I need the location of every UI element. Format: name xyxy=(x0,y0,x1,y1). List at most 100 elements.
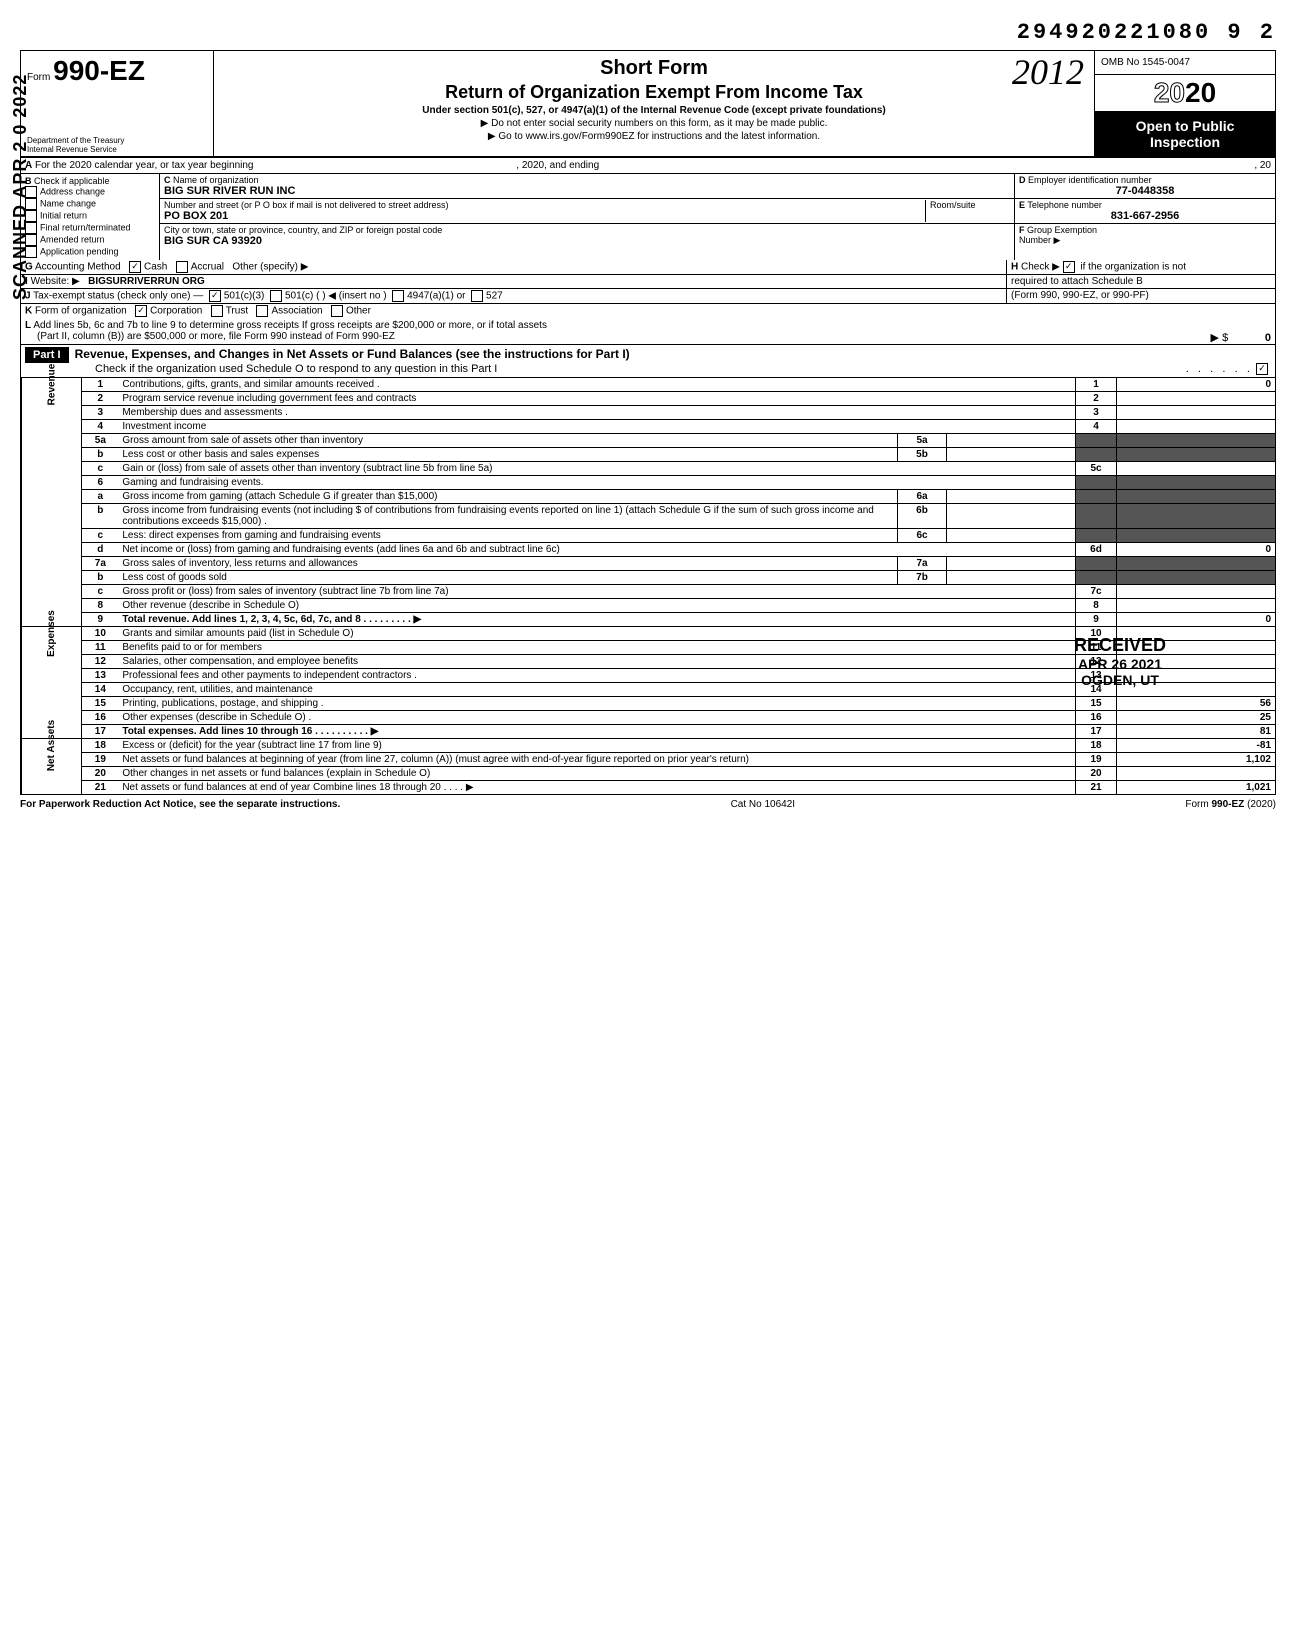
col-de: D Employer identification number 77-0448… xyxy=(1015,174,1275,260)
line-14: 14Occupancy, rent, utilities, and mainte… xyxy=(22,683,1276,697)
ssn-warning: ▶ Do not enter social security numbers o… xyxy=(218,118,1090,129)
line-7c: cGross profit or (loss) from sales of in… xyxy=(22,585,1276,599)
checkbox-501c3[interactable]: ✓ xyxy=(209,290,221,302)
line-6b: bGross income from fundraising events (n… xyxy=(22,504,1276,529)
other-label: Other (specify) ▶ xyxy=(232,262,308,273)
line-5c: cGain or (loss) from sale of assets othe… xyxy=(22,462,1276,476)
l-value: 0 xyxy=(1265,332,1271,344)
name-label: Name of organization xyxy=(173,175,259,185)
line-6c: cLess: direct expenses from gaming and f… xyxy=(22,529,1276,543)
h-text1: Check ▶ xyxy=(1021,262,1060,273)
label-l: L xyxy=(25,320,31,331)
room-label: Room/suite xyxy=(930,200,976,210)
assoc-label: Association xyxy=(271,306,322,317)
line-2: 2Program service revenue including gover… xyxy=(22,392,1276,406)
open-line2: Inspection xyxy=(1097,134,1273,150)
row-a: A For the 2020 calendar year, or tax yea… xyxy=(20,158,1276,174)
street-label: Number and street (or P O box if mail is… xyxy=(164,200,448,210)
footer-right-prefix: Form xyxy=(1185,799,1211,810)
col-c: C Name of organization BIG SUR RIVER RUN… xyxy=(160,174,1015,260)
line-17: 17Total expenses. Add lines 10 through 1… xyxy=(22,725,1276,739)
omb-number: OMB No 1545-0047 xyxy=(1095,51,1275,75)
info-grid: B Check if applicable Address change Nam… xyxy=(20,174,1276,260)
grp-number-label: Number ▶ xyxy=(1019,235,1060,245)
label-h: H xyxy=(1011,262,1018,273)
line-10: Expenses 10Grants and similar amounts pa… xyxy=(22,627,1276,641)
netassets-label: Net Assets xyxy=(46,720,57,771)
ein-label: Employer identification number xyxy=(1028,175,1152,185)
handwritten-year: 2012 xyxy=(1012,51,1084,93)
tel-value: 831-667-2956 xyxy=(1111,210,1180,222)
line-4: 4Investment income4 xyxy=(22,420,1276,434)
row-a-mid: , 2020, and ending xyxy=(516,160,599,171)
city-value: BIG SUR CA 93920 xyxy=(164,235,262,247)
label-d: D xyxy=(1019,175,1026,185)
year-bold: 20 xyxy=(1185,77,1216,108)
row-a-text: For the 2020 calendar year, or tax year … xyxy=(35,160,253,171)
line-11: 11Benefits paid to or for members11 xyxy=(22,641,1276,655)
checkbox-4947[interactable] xyxy=(392,290,404,302)
row-j: J Tax-exempt status (check only one) — ✓… xyxy=(20,289,1276,304)
checkbox-accrual[interactable] xyxy=(176,261,188,273)
checkbox-501c[interactable] xyxy=(270,290,282,302)
short-form-title: Short Form xyxy=(218,57,1090,80)
l-text1: Add lines 5b, 6c and 7b to line 9 to det… xyxy=(33,320,547,331)
final-label: Final return/terminated xyxy=(40,222,131,232)
name-change-label: Name change xyxy=(40,198,96,208)
form-header: Form 990-EZ Department of the Treasury I… xyxy=(20,50,1276,158)
checkbox-schedule-o[interactable]: ✓ xyxy=(1256,363,1268,375)
line-6a: aGross income from gaming (attach Schedu… xyxy=(22,490,1276,504)
line-6: 6Gaming and fundraising events. xyxy=(22,476,1276,490)
row-a-end: , 20 xyxy=(1254,160,1271,171)
4947-label: 4947(a)(1) or xyxy=(407,291,465,302)
row-g: G Accounting Method ✓Cash Accrual Other … xyxy=(20,260,1276,275)
l-arrow: ▶ $ xyxy=(1211,332,1229,344)
dln-number: 294920221080 9 2 xyxy=(20,20,1276,45)
line-20: 20Other changes in net assets or fund ba… xyxy=(22,767,1276,781)
line-21: 21Net assets or fund balances at end of … xyxy=(22,781,1276,795)
part-i-header: Part I Revenue, Expenses, and Changes in… xyxy=(20,345,1276,378)
col-b: B Check if applicable Address change Nam… xyxy=(21,174,160,260)
corp-label: Corporation xyxy=(150,306,202,317)
open-line1: Open to Public xyxy=(1097,118,1273,134)
checkbox-assoc[interactable] xyxy=(256,305,268,317)
revenue-label: Revenue xyxy=(46,364,57,406)
label-c: C xyxy=(164,175,171,185)
l-text2: (Part II, column (B)) are $500,000 or mo… xyxy=(37,331,395,342)
label-f: F xyxy=(1019,225,1025,235)
goto-link: ▶ Go to www.irs.gov/Form990EZ for instru… xyxy=(218,131,1090,142)
checkbox-other[interactable] xyxy=(331,305,343,317)
tax-year: 2020 xyxy=(1095,75,1275,112)
line-7a: 7aGross sales of inventory, less returns… xyxy=(22,557,1276,571)
checkbox-trust[interactable] xyxy=(211,305,223,317)
line-19: 19Net assets or fund balances at beginni… xyxy=(22,753,1276,767)
form-org-label: Form of organization xyxy=(35,306,127,317)
footer-year: (2020) xyxy=(1244,799,1276,810)
501c-label: 501(c) ( xyxy=(285,291,319,302)
line-3: 3Membership dues and assessments .3 xyxy=(22,406,1276,420)
check-if-label: Check if applicable xyxy=(34,176,110,186)
checkbox-527[interactable] xyxy=(471,290,483,302)
line-15: 15Printing, publications, postage, and s… xyxy=(22,697,1276,711)
amended-label: Amended return xyxy=(40,234,105,244)
h-text3: required to attach Schedule B xyxy=(1011,276,1143,287)
street-value: PO BOX 201 xyxy=(164,210,228,222)
return-title: Return of Organization Exempt From Incom… xyxy=(218,82,1090,103)
row-k: K Form of organization ✓Corporation Trus… xyxy=(20,304,1276,318)
row-l: L Add lines 5b, 6c and 7b to line 9 to d… xyxy=(20,318,1276,345)
checkbox-h[interactable]: ✓ xyxy=(1063,261,1075,273)
line-1: Revenue 1Contributions, gifts, grants, a… xyxy=(22,378,1276,392)
line-16: 16Other expenses (describe in Schedule O… xyxy=(22,711,1276,725)
line-table: Revenue 1Contributions, gifts, grants, a… xyxy=(21,378,1276,795)
dept-line2: Internal Revenue Service xyxy=(27,145,124,154)
checkbox-cash[interactable]: ✓ xyxy=(129,261,141,273)
footer: For Paperwork Reduction Act Notice, see … xyxy=(20,795,1276,814)
checkbox-corp[interactable]: ✓ xyxy=(135,305,147,317)
expenses-label: Expenses xyxy=(46,610,57,657)
other-org-label: Other xyxy=(346,306,371,317)
form-code: 990-EZ xyxy=(53,55,145,86)
line-6d: dNet income or (loss) from gaming and fu… xyxy=(22,543,1276,557)
part-i-label: Part I xyxy=(25,347,69,363)
part-i-title: Revenue, Expenses, and Changes in Net As… xyxy=(75,347,630,361)
form-prefix: Form xyxy=(27,72,50,83)
